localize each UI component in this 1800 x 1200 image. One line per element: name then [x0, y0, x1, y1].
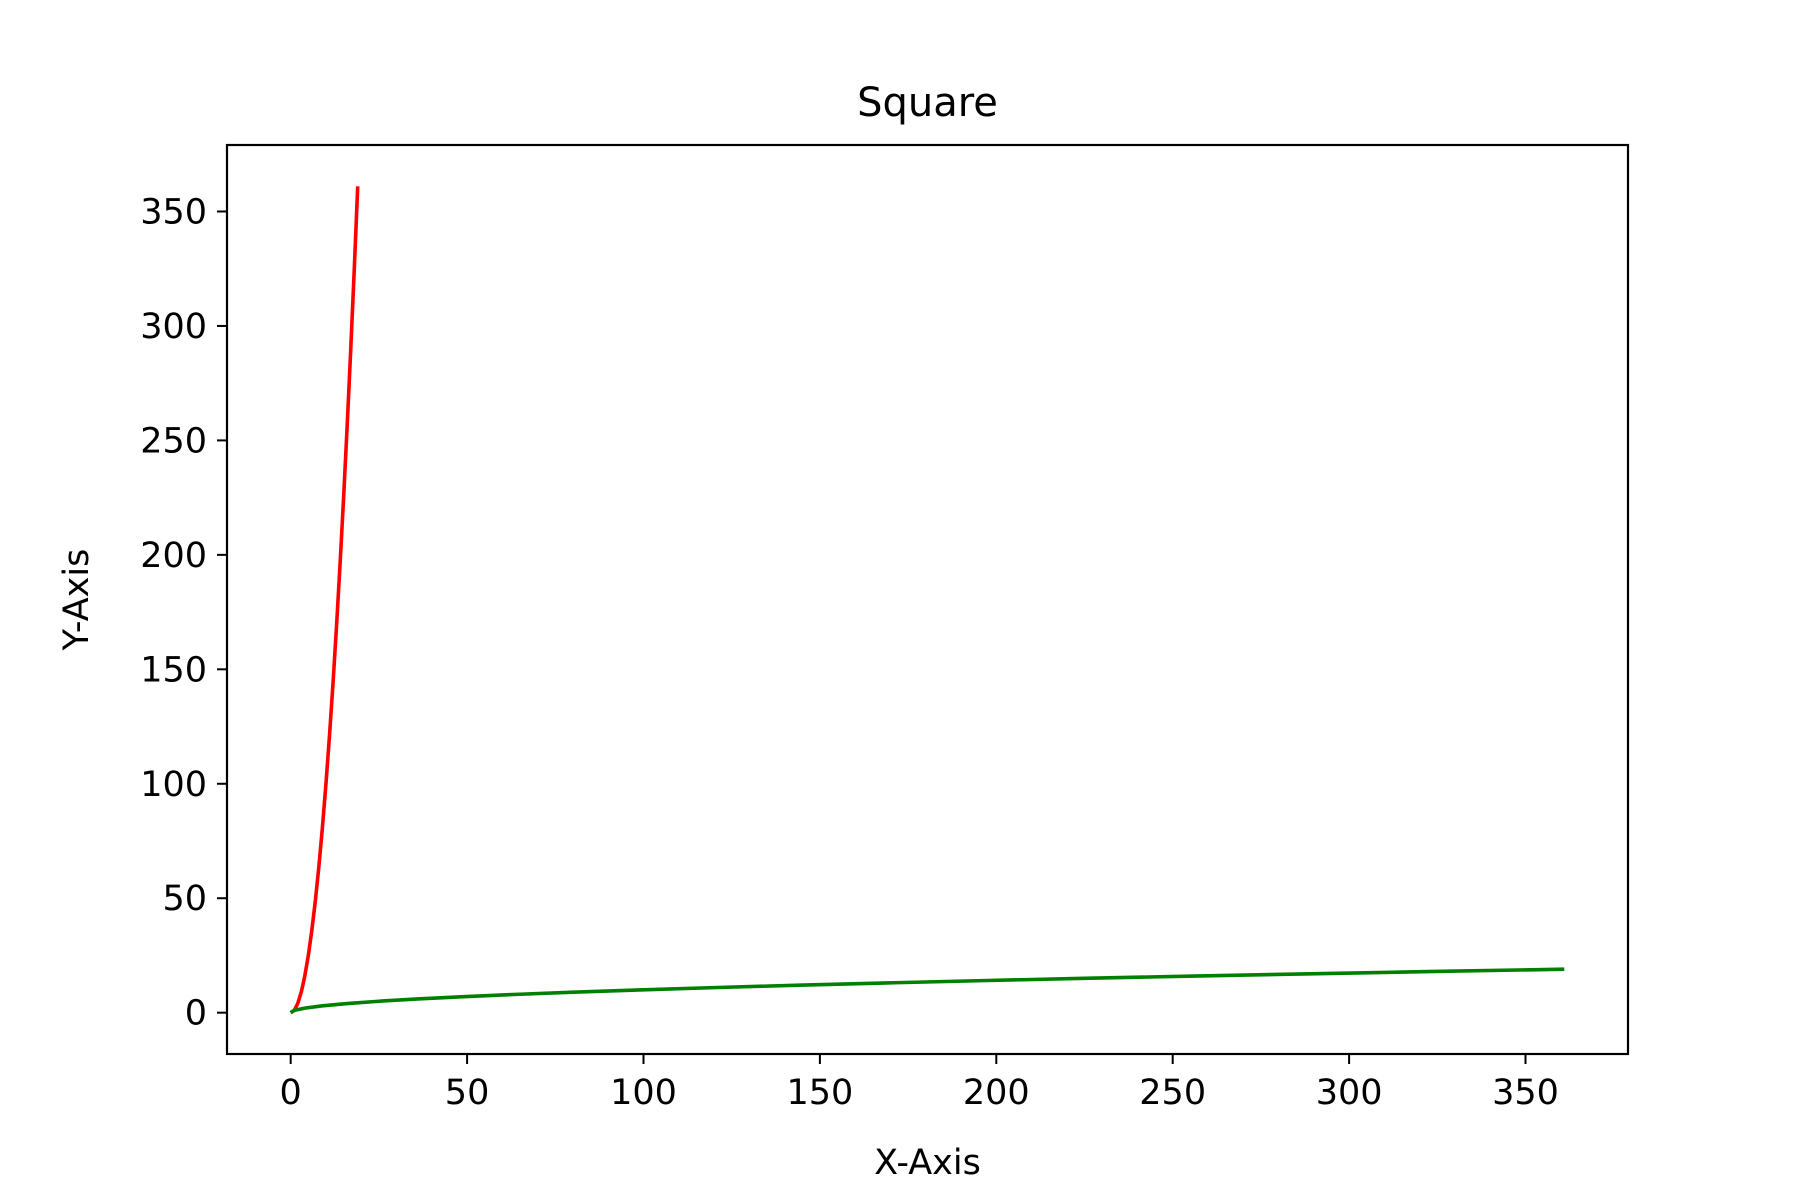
x-tick-label: 50: [445, 1073, 490, 1113]
x-tick-label: 350: [1492, 1073, 1559, 1113]
x-tick-label: 200: [963, 1073, 1030, 1113]
x-tick-label: 150: [786, 1073, 853, 1113]
y-tick-label: 50: [162, 879, 207, 919]
y-tick-label: 350: [140, 192, 207, 232]
x-axis-ticks: 0 50 100 150 200 250 300 350: [280, 1054, 1559, 1113]
plot-area: [227, 145, 1628, 1054]
y-tick-label: 0: [185, 994, 207, 1034]
y-tick-label: 200: [140, 536, 207, 576]
x-axis-label: X-Axis: [874, 1143, 981, 1183]
y-tick-label: 300: [140, 307, 207, 347]
plot-frame: [225, 143, 1630, 1056]
chart-title: Square: [857, 80, 998, 126]
y-axis-ticks: 0 50 100 150 200 250 300 350: [140, 192, 227, 1034]
series-layer: [289, 186, 1565, 1015]
y-axis-label: Y-Axis: [57, 549, 97, 652]
x-tick-label: 0: [280, 1073, 302, 1113]
x-tick-label: 300: [1316, 1073, 1383, 1113]
series-line-2: [289, 967, 1565, 1015]
x-tick-label: 100: [610, 1073, 677, 1113]
series-line-1: [289, 186, 360, 1015]
y-tick-label: 250: [140, 421, 207, 461]
x-tick-label: 250: [1139, 1073, 1206, 1113]
y-tick-label: 100: [140, 765, 207, 805]
y-tick-label: 150: [140, 650, 207, 690]
